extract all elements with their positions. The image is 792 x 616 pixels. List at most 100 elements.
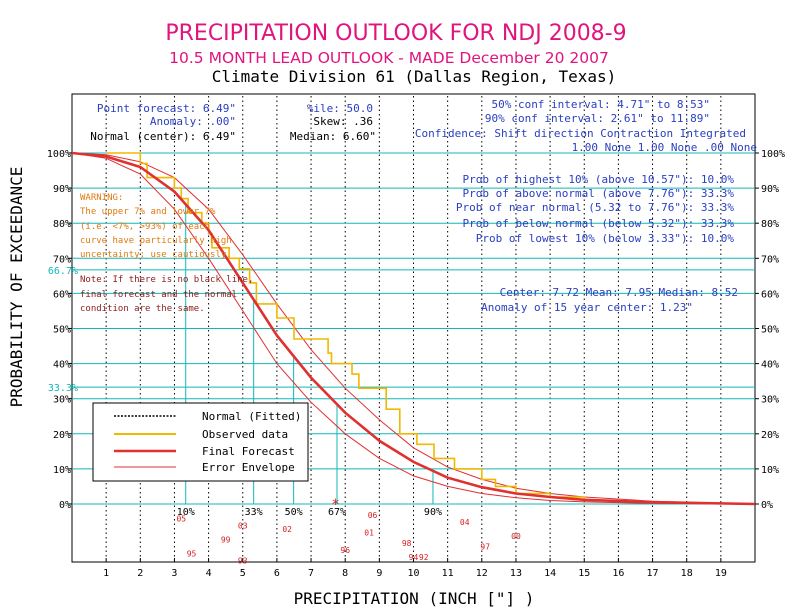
conf-header: Confidence: Shift direction Contraction … bbox=[415, 127, 746, 140]
y-tick-label-right-70: 70% bbox=[761, 254, 779, 265]
highlight-label-0: 66.7% bbox=[48, 266, 78, 277]
x-tick-label-1: 1 bbox=[103, 568, 109, 579]
median: Median: 6.60" bbox=[290, 130, 376, 143]
year-label-94: 94 bbox=[409, 553, 419, 562]
chart-subtitle: 10.5 MONTH LEAD OUTLOOK - MADE December … bbox=[169, 49, 609, 67]
chart-title: PRECIPITATION OUTLOOK FOR NDJ 2008-9 bbox=[165, 21, 626, 46]
series-error-envelope-upper bbox=[71, 152, 756, 505]
x-tick-label-15: 15 bbox=[578, 568, 590, 579]
x-axis-label: PRECIPITATION (INCH ["] ) bbox=[294, 589, 535, 608]
year-label-03: 03 bbox=[238, 522, 248, 531]
y-tick-label-right-90: 90% bbox=[761, 184, 779, 195]
year-label-98: 98 bbox=[402, 539, 412, 548]
y-axis-label: PROBABILITY OF EXCEEDANCE bbox=[7, 167, 26, 408]
conf-50: 50% conf interval: 4.71" to 8.53" bbox=[491, 98, 710, 111]
x-tick-label-12: 12 bbox=[476, 568, 488, 579]
y-tick-label-left-10: 10% bbox=[53, 465, 71, 476]
x-tick-label-11: 11 bbox=[442, 568, 454, 579]
y-tick-label-right-60: 60% bbox=[761, 289, 779, 300]
x-tick-label-16: 16 bbox=[612, 568, 624, 579]
legend-label-normal: Normal (Fitted) bbox=[202, 410, 301, 423]
anomaly-center: Anomaly of 15 year center: 1.23" bbox=[481, 301, 693, 314]
x-tick-labels: 1 2 3 4 5 6 7 8 9 10 11 12 13 14 15 16 17 18 19 bbox=[103, 558, 727, 579]
prob-above: Prob of above normal (above 7.76"): 33.3… bbox=[462, 187, 734, 200]
x-tick-label-19: 19 bbox=[715, 568, 727, 579]
probability-block: Prob of highest 10% (above 10.57"): 10.0… bbox=[456, 173, 738, 314]
y-tick-label-right-40: 40% bbox=[761, 360, 779, 371]
point-forecast: Point forecast: 6.49" bbox=[97, 102, 236, 115]
percentile-label-3: 67% bbox=[328, 507, 346, 518]
skew: Skew: .36 bbox=[313, 115, 373, 128]
y-tick-label-left-100: 100% bbox=[47, 149, 71, 160]
prob-near: Prob of near normal (5.32 to 7.76"): 33.… bbox=[456, 201, 735, 214]
warning-box: WARNING: The upper 7% and lower 7% (i.e.… bbox=[80, 193, 253, 314]
x-tick-label-4: 4 bbox=[206, 568, 212, 579]
y-tick-label-right-100: 100% bbox=[761, 149, 785, 160]
y-tick-label-right-0: 0% bbox=[761, 500, 773, 511]
x-tick-label-10: 10 bbox=[407, 568, 419, 579]
year-label-96: 96 bbox=[340, 546, 350, 555]
normal-center: Normal (center): 6.49" bbox=[90, 130, 236, 143]
conf-values: 1.00 None 1.00 None .00 None bbox=[572, 141, 757, 154]
anomaly: Anomaly: .00" bbox=[150, 115, 236, 128]
x-tick-label-17: 17 bbox=[647, 568, 659, 579]
x-tick-label-18: 18 bbox=[681, 568, 693, 579]
legend-label-final: Final Forecast bbox=[202, 445, 295, 458]
year-label-95: 95 bbox=[187, 550, 197, 559]
percentile-label-0: 10% bbox=[177, 507, 195, 518]
legend: Normal (Fitted) Observed data Final Fore… bbox=[92, 402, 309, 482]
year-label-04: 04 bbox=[460, 518, 470, 527]
prob-below: Prob of below normal (below 5.32"): 33.3… bbox=[462, 217, 734, 230]
conf-90: 90% conf interval: 2.61" to 11.89" bbox=[485, 112, 710, 125]
stats-block: Point forecast: 6.49" Anomaly: .00" Norm… bbox=[90, 98, 757, 154]
forecast-marker: * bbox=[331, 497, 339, 513]
center-line: Center: 7.72 Mean: 7.95 Median: 8.52 bbox=[500, 286, 738, 299]
y-tick-label-left-70: 70% bbox=[53, 254, 71, 265]
percentile-label-4: 90% bbox=[424, 507, 442, 518]
y-tick-label-left-60: 60% bbox=[53, 289, 71, 300]
note-line-1: Note: If there is no black line, bbox=[80, 275, 253, 285]
series-final-forecast bbox=[71, 151, 756, 506]
chart-region: Climate Division 61 (Dallas Region, Texa… bbox=[212, 67, 617, 86]
x-tick-label-14: 14 bbox=[544, 568, 556, 579]
prob-lowest10: Prob of lowest 10% (below 3.33"): 10.0% bbox=[476, 232, 735, 245]
y-tick-label-left-20: 20% bbox=[53, 430, 71, 441]
year-label-05: 05 bbox=[176, 515, 186, 524]
warning-line-1: WARNING: bbox=[80, 193, 123, 203]
x-tick-label-2: 2 bbox=[137, 568, 143, 579]
warning-line-4: curve have particularly high bbox=[80, 236, 232, 246]
y-tick-label-left-90: 90% bbox=[53, 184, 71, 195]
percentile-labels: 10% 33% 50% 67% 90% bbox=[177, 507, 442, 518]
x-tick-label-5: 5 bbox=[240, 568, 246, 579]
note-line-2: final forecast and the normal bbox=[80, 290, 237, 300]
percentile-label-2: 50% bbox=[285, 507, 303, 518]
highlight-label-1: 33.3% bbox=[48, 383, 78, 394]
year-label-92: 92 bbox=[419, 553, 429, 562]
year-labels: 05 95 99 03 93 02 06 01 96 98 94 92 04 97 00 bbox=[176, 511, 520, 566]
y-tick-label-right-80: 80% bbox=[761, 219, 779, 230]
year-label-06: 06 bbox=[368, 511, 378, 520]
warning-line-3: (i.e. <7%, >93%) of each bbox=[80, 222, 210, 232]
warning-line-5: uncertainty; use cautiously. bbox=[80, 250, 232, 260]
note-line-3: condition are the same. bbox=[80, 304, 205, 314]
legend-label-error: Error Envelope bbox=[202, 461, 295, 474]
x-tick-label-6: 6 bbox=[274, 568, 280, 579]
y-tick-label-right-50: 50% bbox=[761, 325, 779, 336]
prob-highest10: Prob of highest 10% (above 10.57"): 10.0… bbox=[462, 173, 734, 186]
year-label-93: 93 bbox=[238, 557, 248, 566]
percentile-value: %ile: 50.0 bbox=[307, 102, 373, 115]
y-tick-label-left-80: 80% bbox=[53, 219, 71, 230]
series-observed-data bbox=[106, 152, 586, 501]
x-tick-label-13: 13 bbox=[510, 568, 522, 579]
y-tick-label-right-20: 20% bbox=[761, 430, 779, 441]
y-tick-label-right-30: 30% bbox=[761, 395, 779, 406]
year-label-97: 97 bbox=[480, 543, 490, 552]
y-tick-label-left-50: 50% bbox=[53, 325, 71, 336]
series-layer: * bbox=[71, 151, 756, 513]
legend-label-observed: Observed data bbox=[202, 428, 288, 441]
warning-line-2: The upper 7% and lower 7% bbox=[80, 207, 216, 217]
y-tick-label-left-40: 40% bbox=[53, 360, 71, 371]
percentile-label-1: 33% bbox=[245, 507, 263, 518]
y-tick-label-left-30: 30% bbox=[53, 395, 71, 406]
